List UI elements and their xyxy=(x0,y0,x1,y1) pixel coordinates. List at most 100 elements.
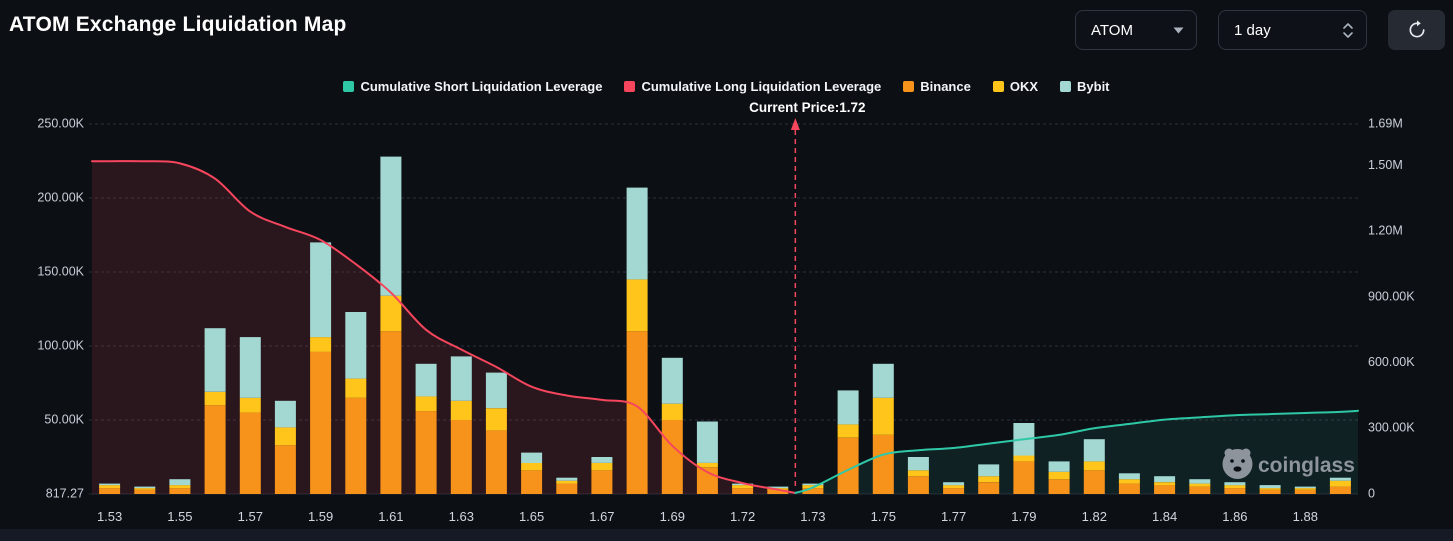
bar-segment-binance xyxy=(274,445,296,494)
bars-layer xyxy=(99,156,1351,494)
bar-segment-binance xyxy=(767,489,789,494)
chevron-down-icon xyxy=(1173,27,1184,33)
bar-segment-binance xyxy=(661,420,683,494)
bar-segment-binance xyxy=(556,483,578,494)
bar-segment-binance xyxy=(978,482,1000,494)
bar-segment-binance xyxy=(943,488,965,494)
bar-segment-okx xyxy=(1048,471,1070,480)
bar-segment-okx xyxy=(99,485,121,489)
bar-segment-bybit xyxy=(1118,473,1140,480)
coinglass-logo-icon xyxy=(1222,449,1253,479)
bar-segment-okx xyxy=(837,424,859,438)
right-axis-tick: 1.20M xyxy=(1368,224,1403,238)
legend: Cumulative Short Liquidation Leverage Cum… xyxy=(0,79,1453,94)
legend-swatch-icon xyxy=(624,81,636,92)
bar-segment-okx xyxy=(1189,483,1211,487)
legend-item[interactable]: OKX xyxy=(992,79,1039,94)
bar-segment-binance xyxy=(169,488,191,494)
left-axis-baseline-label: 817.27 xyxy=(46,486,84,500)
bar-segment-bybit xyxy=(732,483,754,486)
symbol-select[interactable]: ATOM xyxy=(1075,10,1197,50)
bar-segment-bybit xyxy=(1259,485,1281,489)
bar-segment-okx xyxy=(943,485,965,489)
legend-label: Bybit xyxy=(1077,79,1110,94)
bar-segment-bybit xyxy=(591,457,613,463)
bar-segment-okx xyxy=(521,462,543,471)
right-axis-tick: 1.50M xyxy=(1368,158,1403,172)
legend-swatch-icon xyxy=(992,81,1004,92)
bar-segment-okx xyxy=(274,427,296,446)
bar-segment-binance xyxy=(872,434,894,494)
short-liquidation-area xyxy=(795,410,1358,494)
bar-segment-okx xyxy=(732,485,754,489)
x-axis-tick: 1.84 xyxy=(1152,509,1177,524)
bar-segment-okx xyxy=(485,408,507,431)
bar-segment-bybit xyxy=(1224,482,1246,486)
bar-segment-bybit xyxy=(1083,439,1105,462)
left-axis-tick: 50.00K xyxy=(44,412,84,426)
x-axis-tick: 1.65 xyxy=(519,509,544,524)
bar-segment-binance xyxy=(99,488,121,494)
legend-item[interactable]: Binance xyxy=(903,79,971,94)
bar-segment-okx xyxy=(661,403,683,420)
legend-item[interactable]: Cumulative Long Liquidation Leverage xyxy=(624,79,881,94)
legend-item[interactable]: Cumulative Short Liquidation Leverage xyxy=(343,79,602,94)
bar-segment-bybit xyxy=(943,482,965,486)
refresh-button[interactable] xyxy=(1388,10,1445,50)
x-axis-tick: 1.72 xyxy=(730,509,755,524)
bar-segment-okx xyxy=(204,391,226,406)
bar-segment-binance xyxy=(521,470,543,494)
bar-segment-okx xyxy=(907,470,929,477)
bar-segment-okx xyxy=(1013,455,1035,462)
area-layer xyxy=(92,161,1358,495)
bar-segment-binance xyxy=(802,488,824,494)
bar-segment-binance xyxy=(907,476,929,494)
current-price-label: Current Price:1.72 xyxy=(749,100,865,115)
left-axis-tick: 150.00K xyxy=(37,264,84,278)
bar-segment-binance xyxy=(1083,470,1105,494)
bar-segment-okx xyxy=(239,397,261,413)
bar-segment-binance xyxy=(837,437,859,494)
bar-segment-okx xyxy=(1154,482,1176,486)
bar-segment-okx xyxy=(1259,488,1281,490)
x-axis-tick: 1.75 xyxy=(871,509,896,524)
bar-segment-okx xyxy=(1083,461,1105,471)
bar-segment-bybit xyxy=(767,486,789,489)
bar-segment-okx xyxy=(1294,488,1316,490)
bar-segment-bybit xyxy=(1048,461,1070,472)
bar-segment-binance xyxy=(310,351,332,494)
bar-segment-bybit xyxy=(872,363,894,398)
page-title: ATOM Exchange Liquidation Map xyxy=(9,13,347,36)
bar-segment-binance xyxy=(345,397,367,494)
long-liquidation-line xyxy=(91,160,797,494)
bar-segment-bybit xyxy=(661,357,683,404)
x-axis-tick: 1.79 xyxy=(1011,509,1036,524)
legend-item[interactable]: Bybit xyxy=(1060,79,1110,94)
bar-segment-bybit xyxy=(380,156,402,296)
x-axis-tick: 1.86 xyxy=(1222,509,1247,524)
right-axis-tick: 600.00K xyxy=(1368,355,1415,369)
short-liquidation-line xyxy=(794,409,1359,494)
bar-segment-bybit xyxy=(450,356,472,401)
bar-segment-okx xyxy=(1329,480,1351,487)
x-axis-tick: 1.61 xyxy=(378,509,403,524)
legend-label: OKX xyxy=(1009,79,1039,94)
interval-select[interactable]: 1 day xyxy=(1218,10,1367,50)
x-axis-tick: 1.82 xyxy=(1082,509,1107,524)
bar-segment-okx xyxy=(872,397,894,435)
bar-segment-okx xyxy=(696,462,718,468)
bar-segment-bybit xyxy=(1154,476,1176,483)
legend-swatch-icon xyxy=(343,81,355,92)
bar-segment-binance xyxy=(1048,479,1070,494)
refresh-icon xyxy=(1409,20,1424,38)
bar-segment-binance xyxy=(204,405,226,494)
bar-segment-okx xyxy=(626,279,648,332)
bar-segment-bybit xyxy=(415,363,437,397)
bar-segment-okx xyxy=(345,378,367,398)
bar-segment-bybit xyxy=(556,477,578,481)
bar-segment-okx xyxy=(415,396,437,412)
current-price-annotation: Current Price:1.72 xyxy=(749,100,865,490)
legend-label: Binance xyxy=(920,79,971,94)
